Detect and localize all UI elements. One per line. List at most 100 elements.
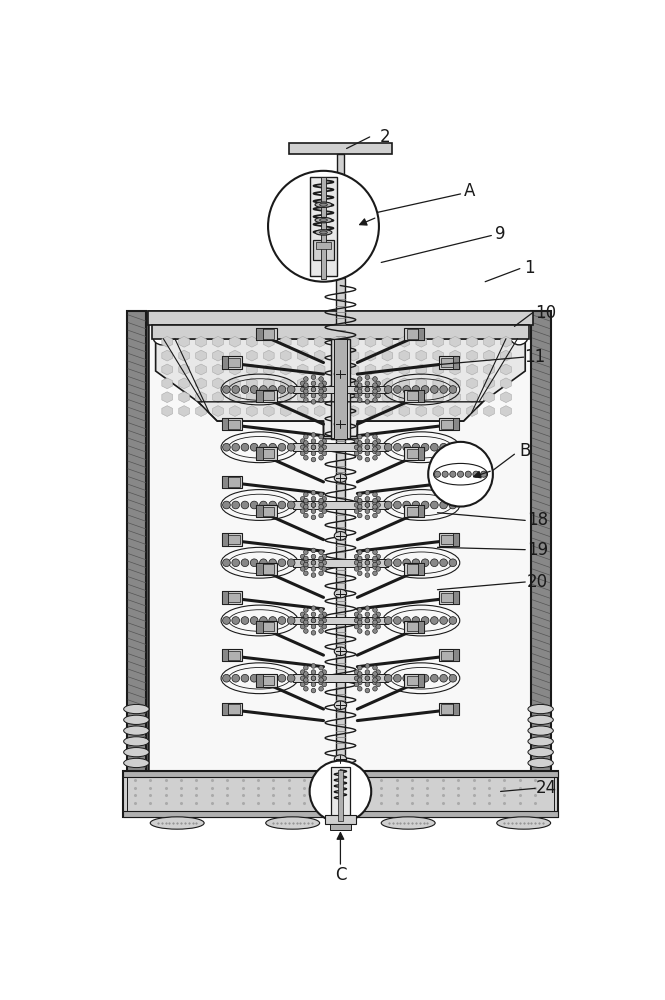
Circle shape	[365, 631, 370, 635]
Polygon shape	[281, 350, 291, 361]
Polygon shape	[162, 350, 172, 361]
Ellipse shape	[334, 589, 346, 598]
Polygon shape	[450, 392, 460, 403]
Circle shape	[303, 392, 308, 396]
Ellipse shape	[266, 817, 320, 829]
Bar	[418, 674, 424, 687]
Bar	[222, 476, 228, 488]
Bar	[334, 339, 346, 439]
Ellipse shape	[315, 230, 332, 235]
Polygon shape	[365, 392, 376, 403]
Polygon shape	[483, 378, 494, 389]
Circle shape	[358, 377, 362, 381]
Circle shape	[358, 680, 362, 685]
Circle shape	[440, 501, 448, 509]
Circle shape	[384, 501, 392, 509]
Text: 18: 18	[527, 511, 548, 529]
Circle shape	[303, 616, 308, 621]
Circle shape	[311, 375, 316, 379]
Polygon shape	[281, 392, 291, 403]
Polygon shape	[196, 336, 206, 347]
Circle shape	[287, 501, 295, 509]
Polygon shape	[331, 336, 342, 347]
Bar	[293, 617, 388, 624]
Circle shape	[376, 451, 380, 456]
Polygon shape	[399, 378, 410, 389]
Circle shape	[319, 392, 323, 396]
Bar	[152, 325, 529, 339]
Circle shape	[303, 559, 308, 563]
Circle shape	[358, 556, 362, 561]
Circle shape	[319, 571, 323, 576]
Ellipse shape	[528, 737, 553, 746]
Circle shape	[365, 497, 370, 501]
Circle shape	[394, 559, 401, 567]
Ellipse shape	[124, 748, 149, 757]
Circle shape	[372, 398, 377, 402]
Circle shape	[311, 631, 316, 635]
Circle shape	[372, 441, 377, 445]
Circle shape	[358, 678, 362, 682]
Circle shape	[354, 387, 359, 392]
Polygon shape	[365, 364, 376, 375]
Bar	[259, 449, 274, 458]
Circle shape	[287, 386, 295, 393]
Circle shape	[319, 623, 323, 627]
Bar	[127, 774, 555, 813]
Circle shape	[287, 674, 295, 682]
Polygon shape	[399, 350, 410, 361]
Circle shape	[301, 445, 305, 450]
Bar	[418, 620, 424, 633]
Circle shape	[303, 492, 308, 497]
Bar	[257, 328, 277, 340]
Circle shape	[319, 680, 323, 685]
Circle shape	[365, 433, 370, 437]
Circle shape	[358, 616, 362, 621]
Circle shape	[358, 629, 362, 633]
Circle shape	[232, 617, 239, 624]
Ellipse shape	[320, 219, 327, 222]
Circle shape	[358, 501, 362, 506]
Ellipse shape	[150, 817, 204, 829]
Circle shape	[311, 548, 316, 553]
Circle shape	[319, 608, 323, 612]
Circle shape	[440, 443, 448, 451]
Circle shape	[465, 471, 471, 477]
Circle shape	[354, 381, 359, 386]
Text: 24: 24	[536, 779, 557, 797]
Polygon shape	[263, 350, 274, 361]
Circle shape	[250, 386, 258, 393]
Circle shape	[319, 616, 323, 621]
Circle shape	[365, 509, 370, 513]
Circle shape	[319, 672, 323, 676]
Circle shape	[412, 386, 420, 393]
Circle shape	[403, 559, 410, 567]
Polygon shape	[247, 350, 257, 361]
Circle shape	[365, 573, 370, 577]
Bar	[259, 676, 274, 685]
Circle shape	[358, 504, 362, 509]
Circle shape	[473, 471, 479, 477]
Polygon shape	[281, 364, 291, 375]
Bar	[222, 418, 228, 430]
Circle shape	[365, 567, 370, 571]
Circle shape	[440, 674, 448, 682]
Bar	[222, 533, 242, 546]
Circle shape	[322, 451, 327, 456]
Bar	[224, 593, 239, 602]
Circle shape	[384, 443, 392, 451]
Circle shape	[311, 503, 316, 507]
Circle shape	[358, 449, 362, 454]
Bar	[123, 771, 559, 777]
Circle shape	[322, 381, 327, 386]
Circle shape	[311, 400, 316, 404]
Polygon shape	[263, 378, 274, 389]
Bar	[293, 386, 388, 393]
Ellipse shape	[528, 704, 553, 714]
Bar	[407, 564, 422, 574]
Circle shape	[311, 624, 316, 629]
Circle shape	[403, 617, 410, 624]
Bar	[222, 533, 228, 546]
Ellipse shape	[334, 420, 346, 428]
Circle shape	[303, 620, 308, 625]
